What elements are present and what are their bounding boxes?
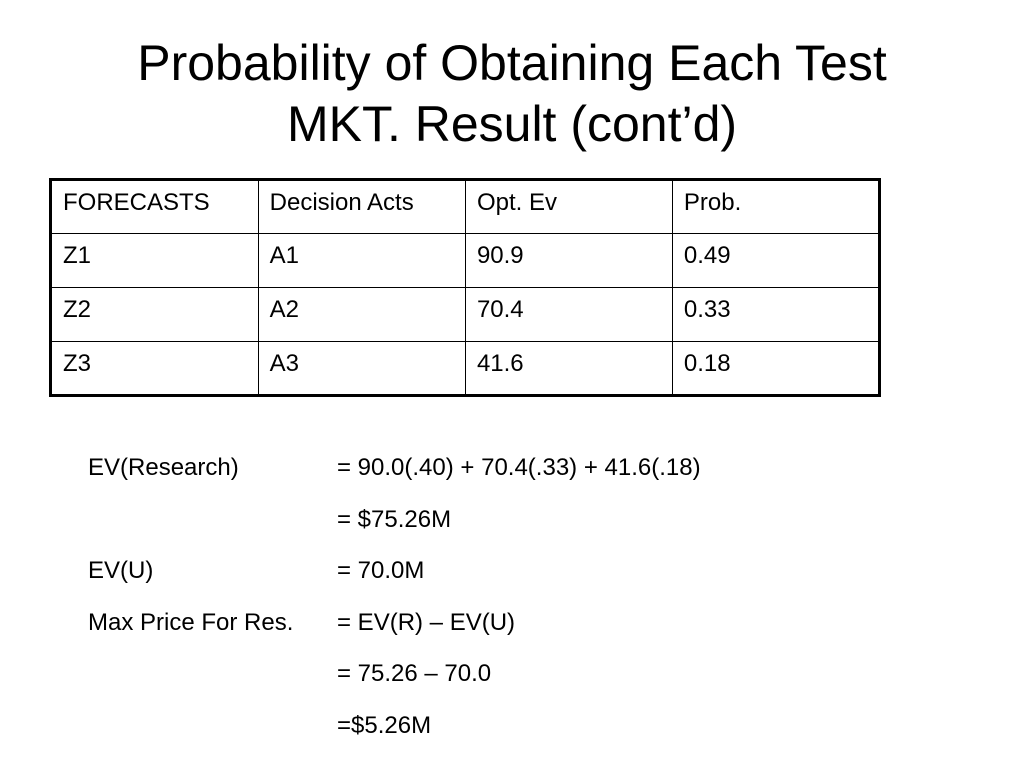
slide-title-line-2: MKT. Result (cont’d) bbox=[286, 96, 738, 152]
slide-title: Probability of Obtaining Each Test MKT. … bbox=[0, 33, 1024, 155]
calc-row: EV(Research) = 90.0(.40) + 70.4(.33) + 4… bbox=[88, 450, 701, 502]
slide-title-line-1: Probability of Obtaining Each Test bbox=[137, 35, 887, 91]
table-cell-forecast: Z1 bbox=[50, 233, 259, 288]
table-cell-forecast: Z3 bbox=[50, 341, 259, 396]
ev-calculation: EV(Research) = 90.0(.40) + 70.4(.33) + 4… bbox=[88, 450, 701, 759]
header-cell-prob: Prob. bbox=[671, 179, 881, 234]
table-header-row: FORECASTS Decision Acts Opt. Ev Prob. bbox=[50, 179, 881, 234]
table-row: Z3 A3 41.6 0.18 bbox=[50, 341, 881, 396]
calc-label: Max Price For Res. bbox=[88, 608, 294, 636]
table-cell-opt-ev: 90.9 bbox=[464, 233, 673, 288]
table-cell-decision-act: A2 bbox=[257, 287, 466, 342]
table-row: Z1 A1 90.9 0.49 bbox=[50, 233, 881, 288]
calc-row: =$5.26M bbox=[88, 708, 701, 760]
header-cell-opt-ev: Opt. Ev bbox=[464, 179, 673, 234]
table-cell-opt-ev: 70.4 bbox=[464, 287, 673, 342]
calc-value: =$5.26M bbox=[337, 711, 432, 739]
calc-value: = $75.26M bbox=[337, 505, 452, 533]
header-cell-forecasts: FORECASTS bbox=[50, 179, 259, 234]
forecast-table: FORECASTS Decision Acts Opt. Ev Prob. Z1… bbox=[49, 178, 881, 397]
table-cell-opt-ev: 41.6 bbox=[464, 341, 673, 396]
table-cell-prob: 0.18 bbox=[671, 341, 881, 396]
table-cell-decision-act: A1 bbox=[257, 233, 466, 288]
table-cell-forecast: Z2 bbox=[50, 287, 259, 342]
calc-value: = 90.0(.40) + 70.4(.33) + 41.6(.18) bbox=[337, 454, 701, 481]
calc-label: EV(U) bbox=[88, 557, 154, 584]
table-cell-prob: 0.33 bbox=[671, 287, 881, 342]
calc-row: = $75.26M bbox=[88, 502, 701, 554]
calc-label: EV(Research) bbox=[88, 454, 239, 481]
calc-row: EV(U) = 70.0M bbox=[88, 553, 701, 605]
calc-value: = EV(R) – EV(U) bbox=[337, 608, 516, 636]
calc-row: Max Price For Res. = EV(R) – EV(U) bbox=[88, 605, 701, 657]
calc-value: = 75.26 – 70.0 bbox=[337, 660, 492, 687]
table-cell-decision-act: A3 bbox=[257, 341, 466, 396]
header-cell-decision-acts: Decision Acts bbox=[257, 179, 466, 234]
table-cell-prob: 0.49 bbox=[671, 233, 881, 288]
calc-value: = 70.0M bbox=[337, 557, 425, 584]
table-row: Z2 A2 70.4 0.33 bbox=[50, 287, 881, 342]
calc-row: = 75.26 – 70.0 bbox=[88, 656, 701, 708]
